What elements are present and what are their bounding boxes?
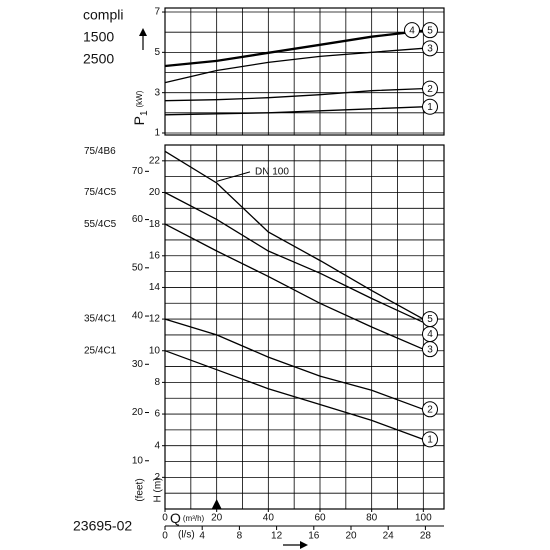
curve-label: 1 [427,435,433,446]
annotation: DN 100 [255,167,289,178]
y-tick-label: 1 [154,128,160,139]
y2-tick-label: 50 [132,262,144,273]
curve-label: 5 [427,25,433,36]
curve-label-circle [404,22,420,39]
marker [211,499,222,509]
x2-tick-label: 28 [420,531,432,542]
y-tick-label: 4 [154,440,160,451]
x2-tick-label: 4 [199,531,205,542]
curve [164,47,424,84]
x-tick-label: 0 [162,513,168,524]
curve-label: 5 [427,314,433,325]
arrow-head [139,28,147,36]
curve-label-circle [422,98,438,115]
y-tick-label: 5 [154,47,160,58]
curve [164,30,424,68]
x-tick-label: 80 [366,513,378,524]
curve [164,29,424,67]
curve-label-circle [422,80,438,97]
curve [164,191,424,323]
y-tick-label: 2 [154,472,160,483]
y2-tick-label: 30 [132,359,144,370]
curve [164,350,424,441]
y-tick-label: 8 [154,377,160,388]
plot-frame [164,7,445,136]
y-tick-label: 16 [149,250,161,261]
y2-tick-label: 70 [132,166,144,177]
curve-label: 3 [427,43,433,54]
leader-line [216,171,251,182]
y-tick-label: 22 [149,155,161,166]
y-tick-label: 18 [149,219,161,230]
y-tick-label: 12 [149,314,161,325]
x-axis-label: Q (m³/h) [170,510,205,526]
curve [164,223,424,350]
x2-tick-label: 8 [237,531,243,542]
y-tick-label: 20 [149,187,161,198]
curve [164,87,424,102]
x-tick-label: 20 [211,513,223,524]
model-label: 55/4C5 [84,219,117,230]
model-label: 35/4C1 [84,314,117,325]
curve [164,150,424,320]
curve-label: 2 [427,404,433,415]
x2-axis-label: (l/s) [178,530,195,541]
x2-tick-label: 16 [308,531,320,542]
brand: compli [83,7,123,23]
speed: 1500 [83,29,114,45]
curve-label-circle [422,40,438,57]
arrow-head [300,541,308,549]
y2-tick-label: 40 [132,311,144,322]
curve-label-circle [422,401,438,418]
curve-label-circle [422,22,438,39]
x2-tick-label: 24 [383,531,395,542]
curve-label: 4 [427,329,433,340]
x2-tick-label: 12 [271,531,283,542]
y-tick-label: 3 [154,87,160,98]
speed: 2500 [83,51,114,67]
curve-label: 2 [427,84,433,95]
y-tick-label: 14 [149,282,161,293]
y-tick-label: 6 [154,409,160,420]
x-tick-label: 60 [314,513,326,524]
model-label: 75/4B6 [84,146,116,157]
model-label: 75/4C5 [84,187,117,198]
x2-tick-label: 0 [162,531,168,542]
curve-label: 3 [427,344,433,355]
y2-tick-label: 10 [132,455,144,466]
curve [164,318,424,410]
curve-label: 1 [427,102,433,113]
curve-label-circle [422,431,438,448]
drawing-code: 23695-02 [73,518,132,534]
curve [164,106,424,116]
y-tick-label: 10 [149,345,161,356]
x-tick-label: 40 [263,513,275,524]
curve-label: 4 [409,25,415,36]
y-axis-label: H (m) [153,478,164,503]
plot-frame [164,144,445,510]
y-axis-label: P1(kW) [131,90,150,125]
x2-tick-label: 20 [345,531,357,542]
y2-tick-label: 60 [132,214,144,225]
curve-label-circle [422,341,438,358]
y2-tick-label: 20 [132,407,144,418]
y-tick-label: 7 [154,7,160,18]
model-label: 25/4C1 [84,345,117,356]
y2-axis-label: (feet) [135,478,146,501]
x-tick-label: 100 [415,513,432,524]
